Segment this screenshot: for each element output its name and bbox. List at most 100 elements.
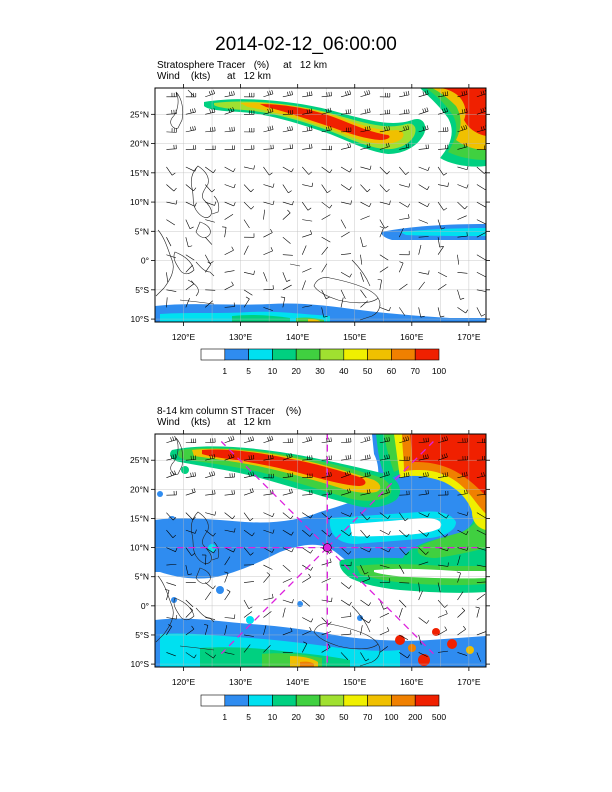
wind-barb (399, 307, 406, 316)
wind-barb-feather (326, 437, 328, 443)
storm-radial-lines (177, 434, 478, 667)
wind-barb-feather (463, 108, 466, 113)
wind-barb (379, 492, 390, 496)
wind-barb-feather (172, 454, 175, 459)
wind-barb (457, 512, 468, 516)
wind-barb (224, 213, 234, 220)
wind-barb-feather (231, 281, 234, 286)
wind-barb (185, 283, 194, 291)
wind-barb-feather (211, 471, 214, 476)
lat-tick-label: 10°S (130, 659, 149, 669)
wind-barb (263, 250, 273, 256)
wind-barb-feather (165, 589, 170, 591)
wind-barb-feather (330, 125, 332, 131)
wind-barb (166, 184, 175, 192)
wind-barb (301, 201, 309, 211)
wind-barb-feather (465, 124, 468, 129)
wind-barb-feather (388, 548, 391, 553)
wind-barb (360, 492, 371, 496)
wind-barb (457, 146, 468, 150)
wind-barb (185, 129, 196, 133)
wind-barb (321, 236, 331, 243)
wind-barb (166, 474, 176, 478)
wind-barb-feather (364, 472, 367, 477)
wind-barb-feather (348, 532, 352, 537)
wind-barb-feather (444, 91, 447, 96)
wind-barb (476, 652, 481, 662)
wind-barb-feather (190, 126, 192, 131)
wind-barb (438, 94, 448, 98)
wind-barb-feather (252, 436, 254, 441)
lat-tick-label: 15°N (130, 168, 149, 178)
wind-barb (379, 113, 390, 115)
wind-barb (224, 493, 235, 496)
wind-barb-feather (366, 108, 369, 113)
wind-barb (340, 201, 351, 205)
wind-barb-feather (384, 437, 386, 442)
wind-barb (321, 647, 331, 653)
colorbar-label: 50 (339, 712, 349, 722)
wind-barb-feather (404, 518, 409, 522)
wind-barb-feather (405, 125, 408, 130)
wind-barb (185, 512, 194, 520)
wind-barb-feather (309, 627, 312, 631)
wind-barb (302, 576, 311, 583)
wind-barb-feather (194, 108, 196, 113)
wind-barb (438, 130, 449, 133)
wind-barb-feather (444, 534, 449, 538)
wind-barb-feather (213, 471, 216, 476)
wind-barb-feather (212, 585, 216, 590)
wind-barb (224, 201, 234, 207)
wind-barb-feather (308, 573, 311, 578)
wind-barb (282, 599, 293, 604)
wind-barb (243, 634, 254, 637)
wind-barb-feather (267, 108, 270, 113)
wind-barb (302, 94, 313, 98)
wind-barb (282, 284, 292, 291)
wind-barb-feather (345, 91, 347, 96)
wind-barb-feather (385, 471, 388, 476)
lon-tick-label: 120°E (172, 677, 196, 687)
colorbar-label: 1 (222, 366, 227, 376)
wind-barb-feather (480, 108, 483, 113)
wind-barb-feather (424, 90, 427, 95)
wind-barb (457, 166, 468, 171)
wind-barb (243, 458, 254, 461)
wind-barb-feather (194, 125, 196, 130)
bottom-map-frame (154, 433, 487, 668)
wind-barb-feather (441, 437, 444, 442)
wind-barb (263, 209, 265, 220)
wind-barb (437, 219, 442, 230)
wind-barb-feather (191, 553, 196, 556)
wind-barb (360, 215, 370, 220)
wind-barb-feather (388, 436, 390, 441)
wind-barb (185, 491, 196, 496)
wind-barb (263, 201, 274, 206)
wind-barb (263, 272, 268, 282)
wind-barb (340, 231, 350, 238)
wind-barb-feather (325, 296, 330, 300)
wind-barb (418, 634, 422, 645)
wind-barb-feather (271, 125, 274, 130)
wind-barb (399, 128, 409, 133)
wind-barb-feather (464, 489, 466, 495)
wind-barb-feather (231, 246, 234, 251)
wind-barb-feather (251, 532, 255, 537)
wind-barb-feather (466, 471, 468, 476)
wind-barb (476, 110, 486, 115)
wind-barb-feather (290, 453, 293, 457)
wind-barb-feather (350, 200, 352, 205)
wind-barb-feather (245, 296, 250, 300)
wind-barb (398, 564, 405, 574)
wind-barb-feather (442, 91, 444, 96)
wind-barb-feather (291, 531, 294, 536)
wind-barb-feather (271, 548, 275, 553)
wind-barb (476, 631, 486, 636)
wind-barb-feather (191, 625, 195, 630)
lat-tick-label: 5°S (135, 285, 149, 295)
wind-barb-feather (211, 454, 214, 459)
wind-barb (205, 300, 213, 308)
wind-barb (476, 547, 486, 551)
wind-barb-feather (308, 126, 311, 131)
